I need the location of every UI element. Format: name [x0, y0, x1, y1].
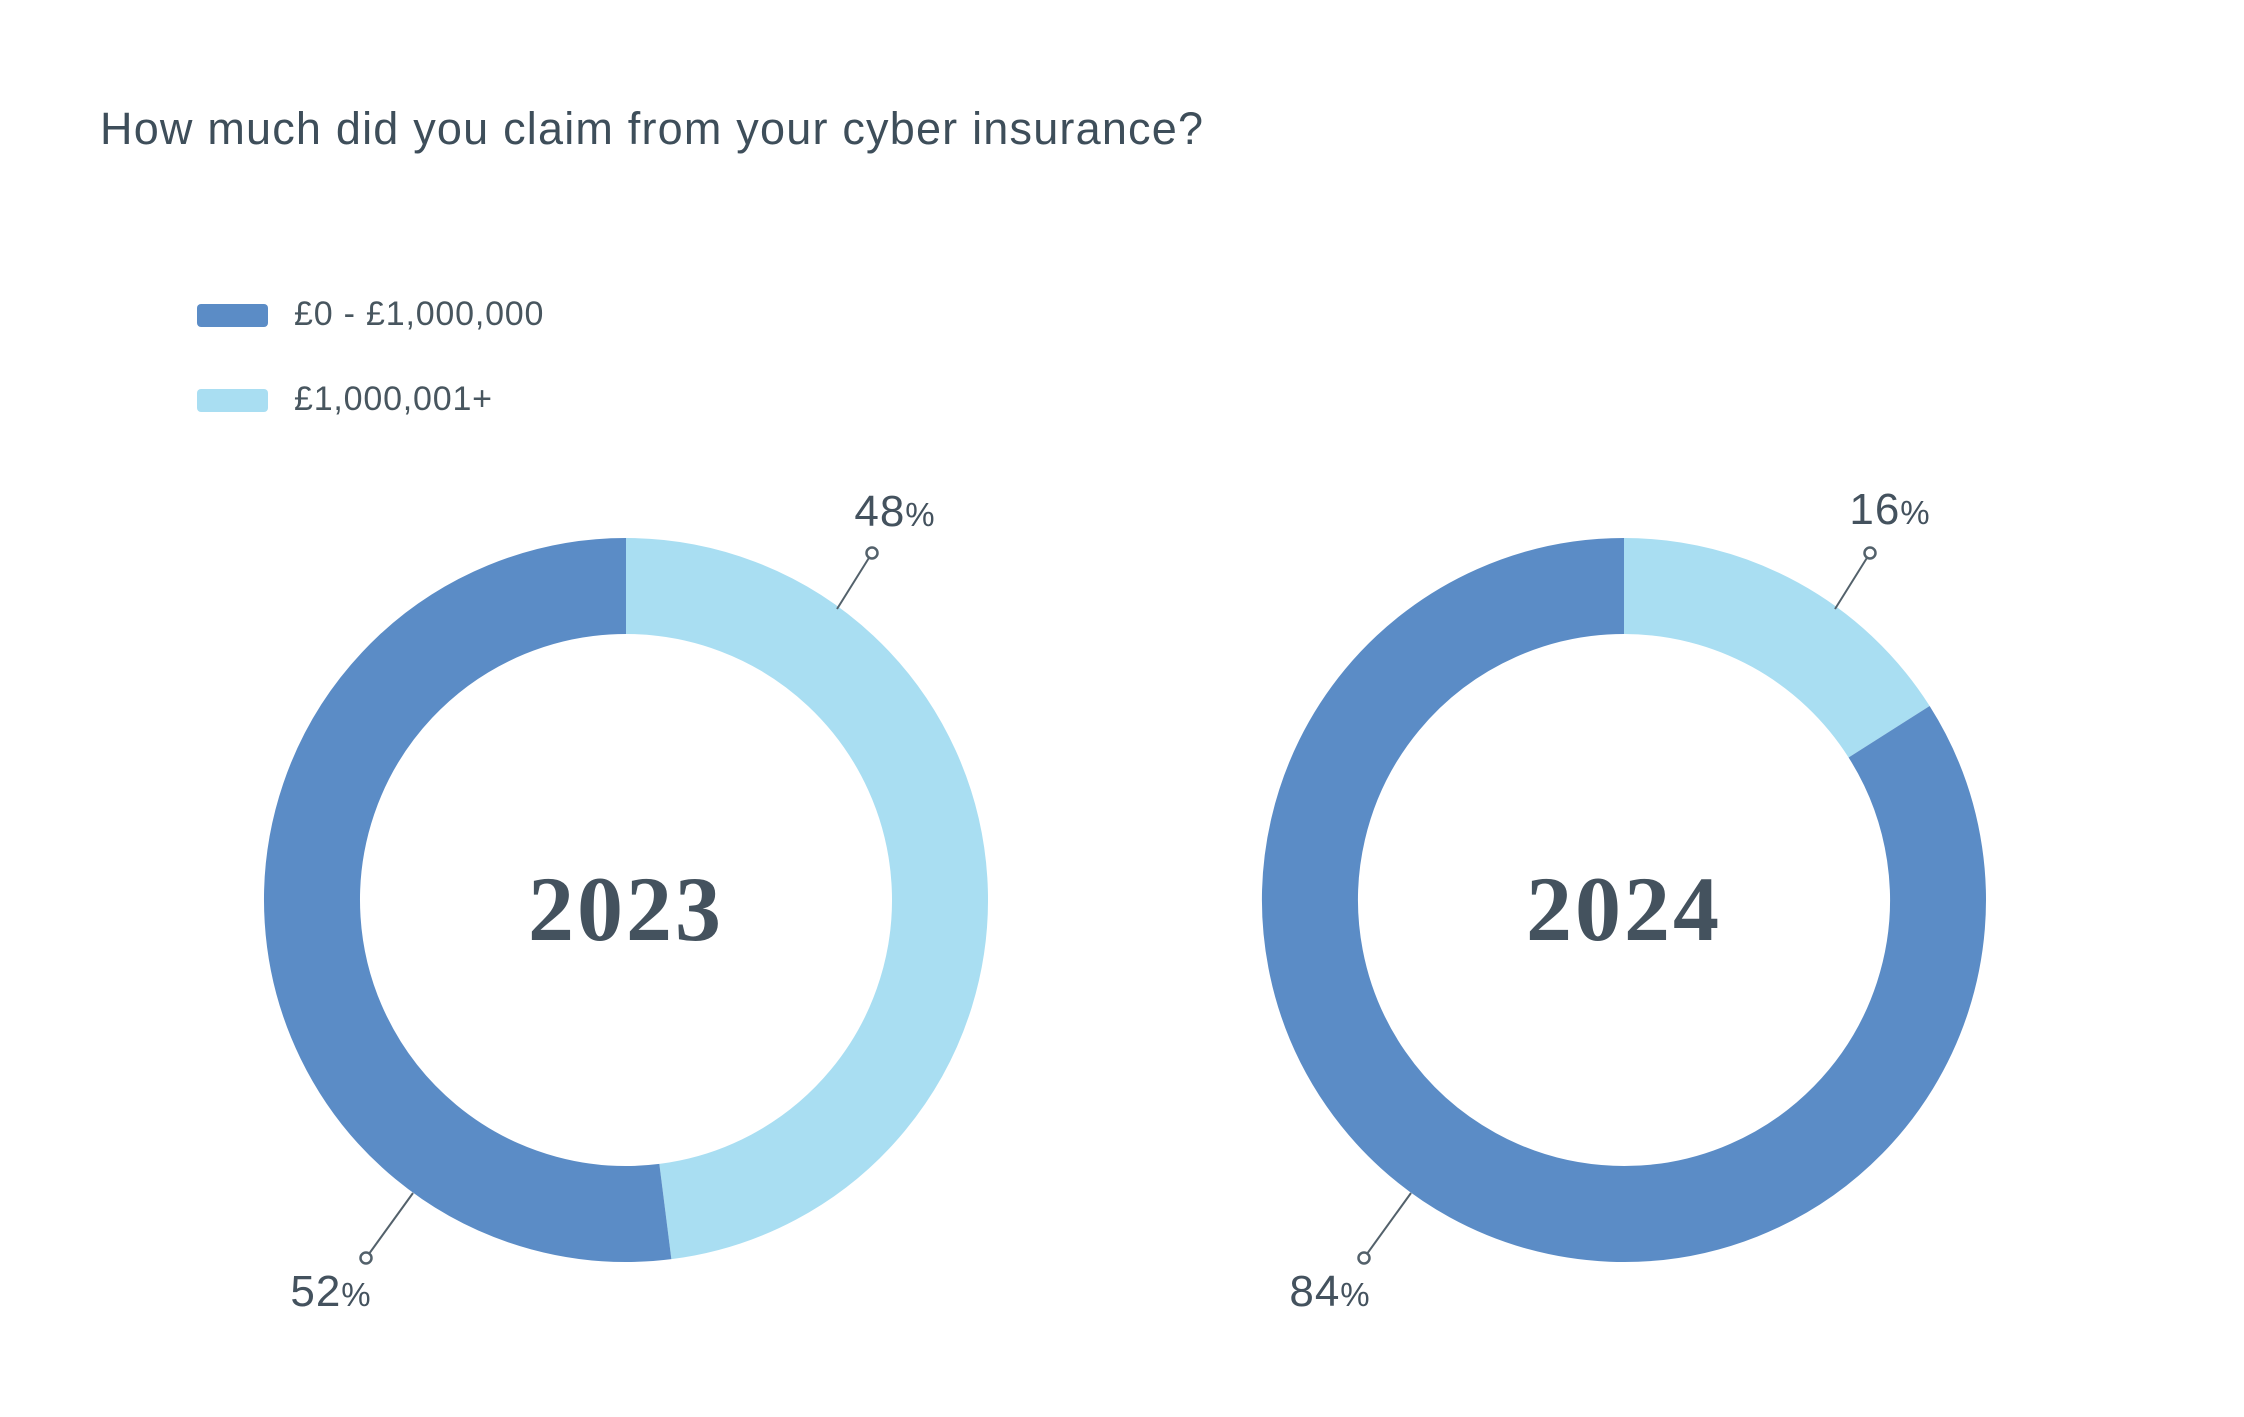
legend-swatch-light-blue: [197, 388, 268, 412]
percent-sign: %: [341, 1276, 371, 1313]
callout-marker-bottom: [359, 1251, 373, 1265]
donut-slice-light: [625, 538, 988, 1260]
year-label-2024: 2024: [1526, 858, 1722, 960]
donut-chart-2024: 16% 84% 2024: [1144, 420, 2104, 1380]
callout-value: 84: [1289, 1267, 1340, 1316]
legend: £0 - £1,000,000 £1,000,001+: [197, 297, 544, 418]
page-title: How much did you claim from your cyber i…: [100, 103, 1205, 154]
callout-line-bottom: [365, 1192, 414, 1259]
percent-sign: %: [1340, 1276, 1370, 1313]
callout-label-bottom: 52%: [290, 1267, 371, 1316]
legend-item-1000001-plus: £1,000,001+: [197, 382, 544, 418]
callout-value: 48: [854, 487, 905, 536]
callout-value: 16: [1849, 485, 1900, 534]
callout-marker-top: [865, 546, 879, 560]
percent-sign: %: [905, 496, 935, 533]
year-label-2023: 2023: [528, 858, 724, 960]
legend-item-0-1000000: £0 - £1,000,000: [197, 297, 544, 333]
donut-svg-2023: 48% 52%: [264, 487, 988, 1316]
legend-label: £0 - £1,000,000: [294, 295, 545, 333]
callout-line-bottom: [1363, 1192, 1412, 1259]
donut-slice-dark: [1262, 538, 1986, 1262]
callout-marker-top: [1863, 546, 1877, 560]
percent-sign: %: [1900, 494, 1930, 531]
callout-label-top: 48%: [854, 487, 935, 536]
donut-svg-2024: 16% 84%: [1262, 485, 1986, 1316]
callout-line-top: [1834, 552, 1871, 610]
donut-chart-2023: 48% 52% 2023: [146, 420, 1106, 1380]
callout-marker-bottom: [1357, 1251, 1371, 1265]
donut-slice-light: [1623, 538, 1930, 759]
callout-value: 52: [290, 1267, 341, 1316]
callout-label-bottom: 84%: [1289, 1267, 1370, 1316]
legend-label: £1,000,001+: [294, 380, 493, 418]
legend-swatch-dark-blue: [197, 303, 268, 327]
callout-label-top: 16%: [1849, 485, 1930, 534]
callout-line-top: [836, 552, 873, 610]
donut-slice-dark: [264, 538, 672, 1262]
